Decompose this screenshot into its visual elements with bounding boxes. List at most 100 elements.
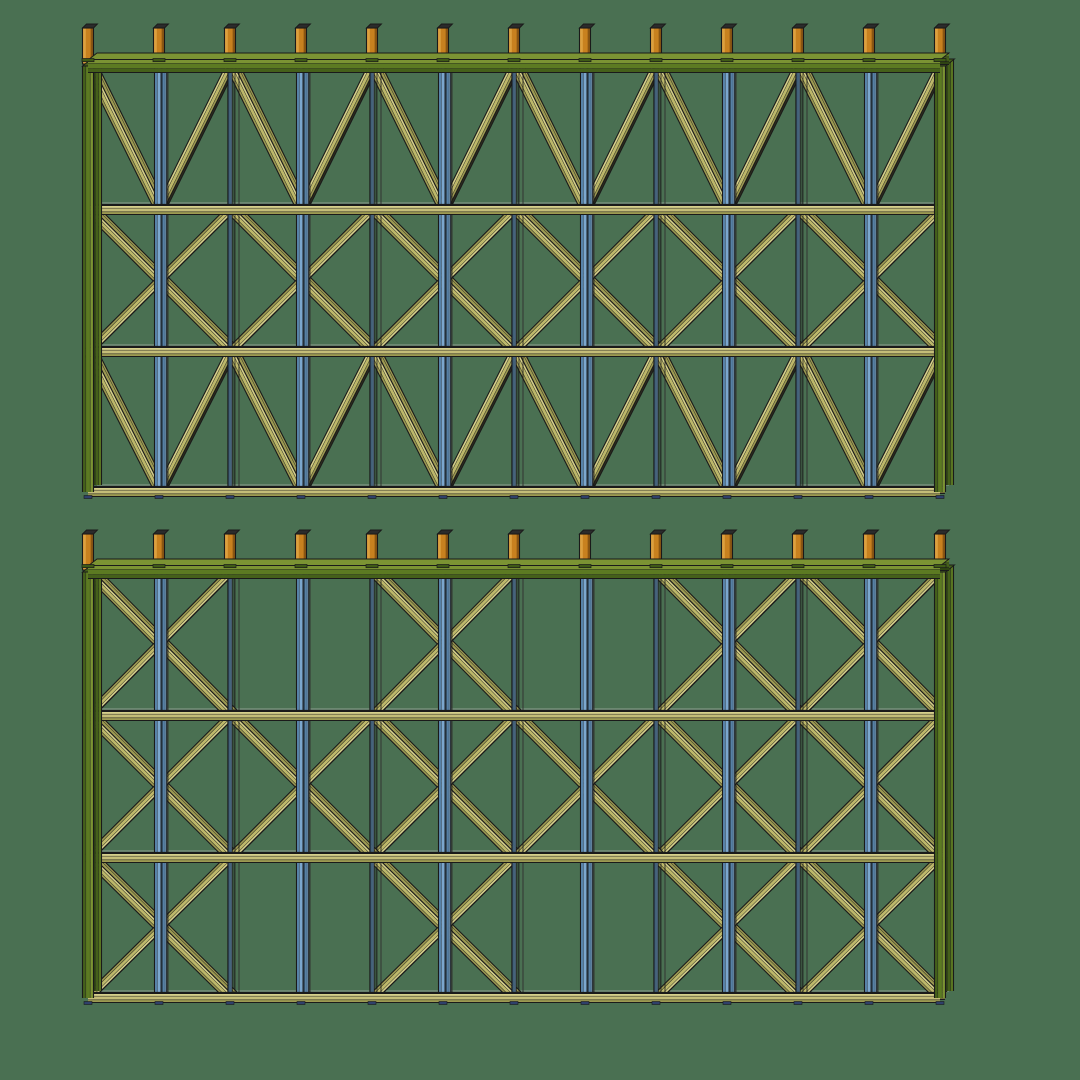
top-stub-group (81, 529, 951, 571)
stub-web-2 (224, 28, 236, 64)
interior-column-2[interactable] (227, 66, 240, 492)
stub-base-plate-0 (81, 564, 95, 569)
interior-column-2[interactable] (227, 572, 240, 998)
stub-flange-left-12 (934, 28, 938, 64)
interior-column-9[interactable] (721, 66, 737, 492)
column-stub-11[interactable] (862, 23, 880, 65)
column-stub-11[interactable] (862, 529, 880, 571)
column-flange-5 (444, 66, 452, 492)
top-beam-group (81, 558, 951, 580)
column-stub-0[interactable] (81, 529, 99, 571)
stub-flange-left-0 (82, 534, 86, 570)
stub-web-10 (792, 28, 804, 64)
top-stub-group (81, 23, 951, 65)
stub-cap-4 (365, 23, 383, 29)
stub-base-plate-4 (365, 564, 379, 569)
stub-cap-1 (152, 23, 170, 29)
brace-35 (864, 349, 945, 495)
interior-column-1[interactable] (153, 572, 169, 998)
stub-base-plate-10 (791, 58, 805, 63)
interior-column-9[interactable] (721, 572, 737, 998)
stub-base-plate-11 (862, 58, 876, 63)
stub-cap-10 (791, 23, 809, 29)
column-stub-1[interactable] (152, 529, 170, 571)
base-plate-group (83, 1001, 945, 1005)
interior-column-1[interactable] (153, 66, 169, 492)
frames-layer (81, 23, 956, 1005)
foundation-plate-12 (935, 1001, 945, 1005)
column-stub-12[interactable] (933, 529, 951, 571)
foundation-plate-10 (793, 495, 803, 499)
column-flange-11 (870, 66, 878, 492)
interior-column-6[interactable] (511, 572, 524, 998)
column-flange-3 (302, 66, 310, 492)
brace-11 (864, 63, 945, 213)
foundation-plate-0 (83, 1001, 93, 1005)
base-plate-group (83, 495, 945, 499)
stub-cap-7 (578, 23, 596, 29)
interior-column-8[interactable] (653, 66, 666, 492)
interior-column-10[interactable] (795, 66, 808, 492)
stub-flange-right-6 (516, 534, 520, 570)
floor-girt-2 (88, 852, 940, 864)
foundation-plate-2 (225, 1001, 235, 1005)
stub-web-0 (82, 534, 94, 570)
perimeter-column-back-1 (943, 59, 955, 485)
stub-flange-right-6 (516, 28, 520, 64)
interior-column-5[interactable] (437, 66, 453, 492)
stub-flange-left-4 (366, 534, 370, 570)
foundation-plate-1 (154, 495, 164, 499)
stub-flange-right-8 (658, 534, 662, 570)
interior-column-4[interactable] (369, 572, 382, 998)
interior-column-4[interactable] (369, 66, 382, 492)
upper-frame (81, 23, 956, 499)
stub-web-11 (863, 28, 875, 64)
column-stub-1[interactable] (152, 23, 170, 65)
stub-flange-left-3 (295, 534, 299, 570)
interior-column-8[interactable] (653, 572, 666, 998)
foundation-plate-8 (651, 1001, 661, 1005)
brace-6 (509, 63, 590, 213)
interior-column-5[interactable] (437, 572, 453, 998)
stub-web-6 (508, 534, 520, 570)
interior-column-10[interactable] (795, 572, 808, 998)
interior-column-11[interactable] (863, 66, 879, 492)
stub-flange-right-5 (445, 28, 449, 64)
interior-column-7[interactable] (579, 572, 595, 998)
stub-flange-left-7 (579, 28, 583, 64)
interior-column-group (153, 572, 879, 998)
stub-flange-left-5 (437, 28, 441, 64)
foundation-plate-3 (296, 495, 306, 499)
column-stub-10[interactable] (791, 23, 809, 65)
perimeter-column-0 (81, 66, 95, 492)
brace-30 (509, 349, 590, 495)
interior-column-3[interactable] (295, 66, 311, 492)
column-stub-7[interactable] (578, 23, 596, 65)
brace-0 (83, 63, 164, 213)
stub-cap-6 (507, 23, 525, 29)
floor-girt-2 (88, 346, 940, 358)
stub-flange-right-11 (871, 534, 875, 570)
column-stub-4[interactable] (365, 529, 383, 571)
stub-base-plate-9 (720, 58, 734, 63)
interior-column-3[interactable] (295, 572, 311, 998)
column-minor-10 (795, 572, 801, 998)
stub-web-1 (153, 534, 165, 570)
column-stub-5[interactable] (436, 529, 454, 571)
column-flange-9 (728, 66, 736, 492)
stub-cap-4 (365, 529, 383, 535)
stub-web-9 (721, 28, 733, 64)
interior-column-6[interactable] (511, 66, 524, 492)
foundation-plate-12 (935, 495, 945, 499)
brace-4 (367, 63, 448, 213)
column-flange-7 (586, 572, 594, 998)
interior-column-11[interactable] (863, 572, 879, 998)
interior-column-7[interactable] (579, 66, 595, 492)
stub-base-plate-6 (507, 58, 521, 63)
foundation-plate-3 (296, 1001, 306, 1005)
column-stub-4[interactable] (365, 23, 383, 65)
stub-flange-left-12 (934, 534, 938, 570)
column-flange-9 (728, 572, 736, 998)
stub-flange-left-6 (508, 534, 512, 570)
